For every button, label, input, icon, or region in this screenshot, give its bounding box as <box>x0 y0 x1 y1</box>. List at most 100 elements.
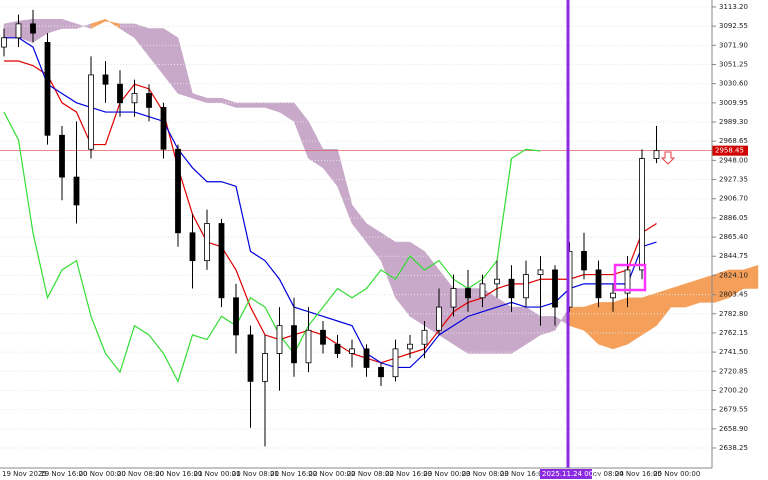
x-tick-label: 19 Nov 2025 <box>2 470 47 478</box>
candle-body <box>276 325 283 354</box>
y-tick-label: 3071.90 <box>719 41 748 49</box>
cloud-segment <box>206 97 222 104</box>
y-tick-label: 2865.40 <box>719 233 748 241</box>
cloud-segment <box>235 102 251 108</box>
candle-body <box>204 223 210 262</box>
y-tick-label: 3092.55 <box>719 22 748 30</box>
y-tick-label: 2948.00 <box>719 156 748 164</box>
indicator-line <box>4 37 657 369</box>
cloud-segment <box>482 288 498 354</box>
y-tick-label: 2824.10 <box>719 271 748 279</box>
candle-body <box>102 74 109 85</box>
x-tick-label: 23 Nov 00:00 <box>423 470 470 478</box>
candle-body <box>349 348 355 354</box>
candle-body <box>218 223 225 299</box>
axis-layer: 3113.20 3092.55 3071.90 3051.25 3030.60 3009.… <box>2 3 748 479</box>
candle-body <box>653 150 660 159</box>
y-tick-label: 2968.65 <box>719 137 748 145</box>
cloud-segment <box>250 102 266 108</box>
y-tick-label: 3113.20 <box>719 3 748 11</box>
x-tick-label: 23 Nov 08:00 <box>462 470 509 478</box>
last-price-label: 2958.45 <box>715 147 744 155</box>
y-tick-label: 2679.55 <box>719 406 748 414</box>
x-tick-label: 22 Nov 08:00 <box>347 470 394 478</box>
candle-body <box>421 329 428 345</box>
candle-body <box>465 288 471 299</box>
candle-body <box>15 23 22 39</box>
grid-layer <box>0 6 712 449</box>
candle-body <box>88 74 94 150</box>
y-tick-label: 2803.45 <box>719 291 748 299</box>
candle-body <box>305 329 312 364</box>
candle-body <box>508 278 515 299</box>
cloud-segment <box>685 278 701 308</box>
candle-body <box>392 348 399 378</box>
line-layer <box>3 37 657 383</box>
cloud-segment <box>409 241 425 327</box>
y-tick-label: 2762.15 <box>719 329 748 337</box>
candle-layer <box>1 9 660 447</box>
y-tick-label: 2989.30 <box>719 118 748 126</box>
candle-body <box>436 306 442 331</box>
candle-body <box>1 37 7 48</box>
candle-body <box>552 269 558 308</box>
candle-body <box>378 367 384 378</box>
y-tick-label: 2700.20 <box>719 386 748 394</box>
candle-body <box>407 343 413 350</box>
x-tick-label: 19 Nov 16:00 <box>40 470 87 478</box>
x-tick-label: 24 Nov 16:00 <box>615 470 662 478</box>
candle-body <box>30 23 36 34</box>
candle-body <box>73 176 80 206</box>
candle-body <box>189 232 196 262</box>
x-tick-label: 20 Nov 16:00 <box>155 470 202 478</box>
candle-body <box>494 278 500 285</box>
candle-body <box>320 329 326 345</box>
indicator-line <box>4 60 657 364</box>
indicator-line <box>3 111 541 383</box>
highlight-box <box>613 263 647 292</box>
y-tick-label: 2844.75 <box>719 252 748 260</box>
y-tick-label: 2886.05 <box>719 214 748 222</box>
x-tick-label: 23 Nov 16:00 <box>500 470 547 478</box>
y-tick-label: 2906.70 <box>719 195 748 203</box>
sell-arrow <box>660 151 676 165</box>
candle-body <box>247 334 254 382</box>
cloud-segment <box>743 264 759 289</box>
x-tick-label: 20 Nov 08:00 <box>117 470 164 478</box>
candle-body <box>175 148 181 234</box>
x-tick-label: 21 Nov 16:00 <box>270 470 317 478</box>
y-tick-label: 3030.60 <box>719 80 748 88</box>
x-tick-label: 24 Nov 08:00 <box>577 470 624 478</box>
x-tick-label: 21 Nov 00:00 <box>194 470 241 478</box>
candle-body <box>160 107 167 150</box>
x-tick-label: 20 Nov 00:00 <box>79 470 126 478</box>
candle-body <box>581 250 587 271</box>
y-tick-label: 2720.85 <box>719 367 748 375</box>
y-tick-label: 2658.90 <box>719 425 748 433</box>
candle-body <box>59 134 65 178</box>
x-tick-label: 25 Nov 00:00 <box>653 470 700 478</box>
candle-body <box>117 83 123 104</box>
candle-body <box>146 93 152 108</box>
candle-body <box>610 292 616 299</box>
candle-body <box>523 274 529 299</box>
candle-body <box>624 269 631 294</box>
candle-body <box>262 353 268 382</box>
candle-body <box>450 288 457 308</box>
x-tick-label: 22 Nov 00:00 <box>308 470 355 478</box>
candle-body <box>639 158 645 271</box>
y-tick-label: 3009.95 <box>719 99 748 107</box>
y-tick-label: 3051.25 <box>719 60 748 68</box>
cloud-segment <box>612 297 628 350</box>
candle-body <box>479 283 486 299</box>
last-price-bg <box>712 145 748 156</box>
y-tick-label: 2782.80 <box>719 310 748 318</box>
candle-body <box>131 93 138 104</box>
x-tick-label: 22 Nov 16:00 <box>385 470 432 478</box>
candle-body <box>363 348 370 368</box>
candle-body <box>595 269 602 299</box>
y-tick-label: 2638.25 <box>719 444 748 452</box>
x-tick-label: 21 Nov 08:00 <box>232 470 279 478</box>
candle-body <box>44 42 51 136</box>
